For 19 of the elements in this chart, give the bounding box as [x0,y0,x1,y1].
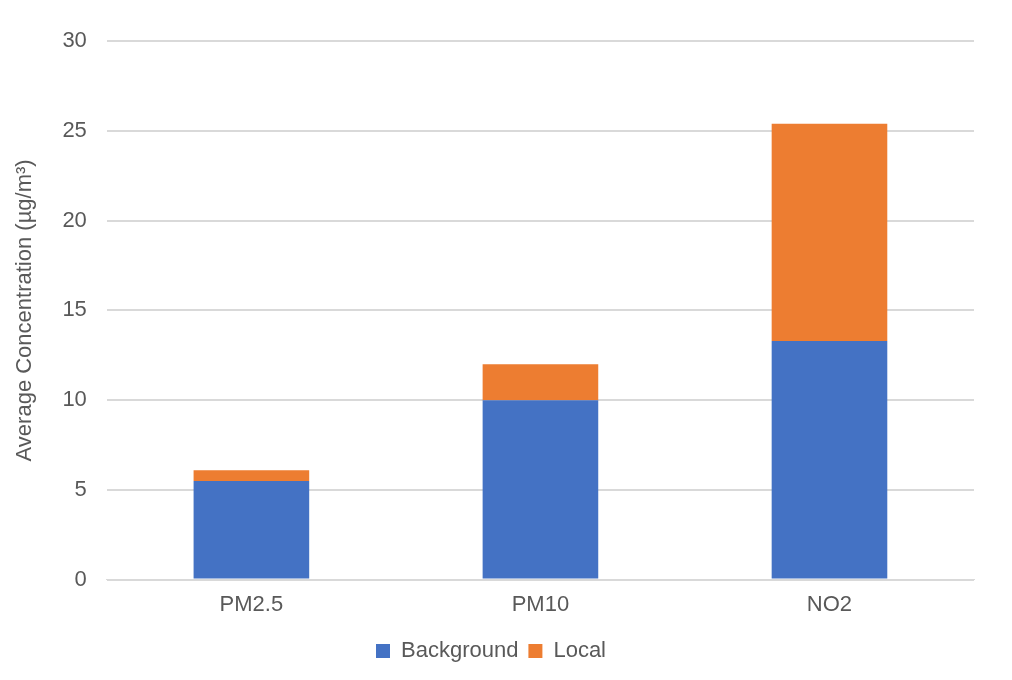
y-tick-label: 10 [62,386,87,412]
x-tick-label: PM10 [511,590,570,616]
y-tick-label: 15 [62,296,87,322]
bar [771,123,888,341]
y-tick-label: 5 [74,475,87,501]
x-tick-label: NO2 [806,590,853,616]
bar [771,340,888,579]
y-tick-label: 25 [62,117,87,142]
bar [482,400,599,579]
y-tick-label: 30 [62,27,87,53]
y-tick-label: 20 [62,206,87,232]
y-axis-title: Average Concentration (µg/m³) [11,159,37,462]
y-tick-label: 0 [74,565,87,591]
legend-label: Background [401,637,519,663]
bar [193,470,310,481]
x-tick-label: PM2.5 [219,590,284,616]
bar [193,480,310,579]
legend-label: Local [553,637,606,663]
bar [482,364,599,401]
